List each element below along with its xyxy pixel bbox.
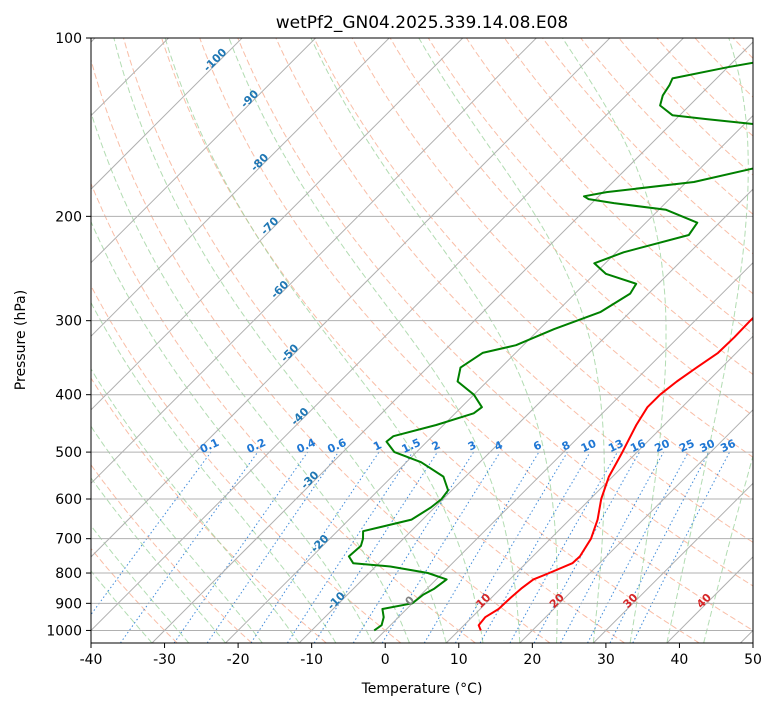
x-tick-label: 30 bbox=[597, 652, 615, 668]
mixing-ratio-line bbox=[173, 451, 309, 643]
dry-adiabat bbox=[275, 38, 753, 543]
mixing-ratio-line bbox=[286, 451, 414, 643]
isotherm-line bbox=[91, 38, 317, 264]
isotherm-line bbox=[91, 38, 464, 411]
x-tick-label: 50 bbox=[744, 652, 762, 668]
isotherm-line bbox=[91, 38, 611, 558]
isotherm-line bbox=[445, 335, 753, 643]
isotherm-line bbox=[519, 409, 753, 643]
temperature-profile-line bbox=[477, 316, 753, 631]
moist-adiabat bbox=[164, 38, 484, 643]
moist-adiabat bbox=[91, 477, 226, 643]
moist-adiabat bbox=[91, 570, 153, 643]
y-tick-label: 200 bbox=[55, 209, 82, 225]
moist-adiabat bbox=[562, 38, 667, 643]
mixing-ratio-label: 25 bbox=[677, 437, 696, 455]
mixing-ratio-label: 16 bbox=[628, 437, 648, 455]
y-tick-label: 500 bbox=[55, 445, 82, 461]
sounding-profiles bbox=[347, 61, 753, 632]
dry-adiabat bbox=[91, 464, 253, 643]
dry-adiabat bbox=[91, 57, 551, 643]
isotherm-line bbox=[91, 38, 243, 190]
isotherm-line bbox=[592, 482, 753, 643]
mixing-ratio-line bbox=[206, 451, 339, 643]
dry-adiabat bbox=[91, 182, 476, 643]
isotherm-line bbox=[225, 114, 753, 643]
dry-adiabat bbox=[161, 38, 700, 643]
isotherm-line bbox=[298, 188, 753, 643]
x-tick-label: -30 bbox=[153, 652, 176, 668]
moist-adiabat bbox=[91, 368, 300, 643]
isotherm-line bbox=[91, 38, 538, 485]
y-tick-label: 800 bbox=[55, 566, 82, 582]
dry-adiabat bbox=[351, 38, 753, 458]
x-tick-label: 20 bbox=[523, 652, 541, 668]
mixing-ratio-label: 36 bbox=[718, 437, 738, 455]
x-tick-label: 40 bbox=[671, 652, 689, 668]
y-axis-label: Pressure (hPa) bbox=[13, 290, 29, 390]
dewpoint-profile-line bbox=[347, 61, 753, 632]
x-tick-label: -40 bbox=[80, 652, 103, 668]
mixing-ratio-label: 10 bbox=[579, 437, 599, 455]
dry-adiabat bbox=[91, 547, 178, 643]
dry-adiabat bbox=[465, 38, 753, 335]
mixing-ratio-line bbox=[632, 451, 731, 643]
y-tick-label: 300 bbox=[55, 314, 82, 330]
mixing-ratio-line bbox=[509, 451, 618, 643]
mixing-ratio-label: 20 bbox=[653, 437, 673, 455]
mixing-ratio-label: 13 bbox=[606, 437, 625, 455]
mixing-ratio-line bbox=[533, 451, 640, 643]
x-tick-label: -10 bbox=[300, 652, 323, 668]
isotherm-line bbox=[91, 38, 390, 337]
mixing-ratio-line bbox=[560, 451, 665, 643]
dry-adiabat bbox=[313, 38, 753, 500]
moist-adiabat bbox=[91, 220, 374, 643]
moist-adiabat bbox=[91, 425, 263, 643]
plot-area: 0.1 0.2 0.4 0.6 1 1.5 2 3 4 6 8 10 13 16 20 25 30 36-100-… bbox=[91, 38, 753, 643]
plot-frame bbox=[90, 37, 754, 644]
x-tick-label: 10 bbox=[450, 652, 468, 668]
moist-adiabats bbox=[91, 38, 753, 643]
dry-adiabat bbox=[122, 38, 625, 643]
y-tick-label: 1000 bbox=[46, 623, 82, 639]
moist-adiabat bbox=[113, 38, 447, 643]
y-tick-label: 600 bbox=[55, 492, 82, 508]
chart-title: wetPf2_GN04.2025.339.14.08.E08 bbox=[276, 13, 568, 33]
x-tick-label: -20 bbox=[227, 652, 250, 668]
mixing-ratio-lines bbox=[91, 451, 731, 643]
dry-adiabat bbox=[91, 377, 327, 643]
mixing-ratio-line bbox=[250, 451, 380, 643]
x-tick-label: 0 bbox=[381, 652, 390, 668]
moist-adiabat bbox=[91, 524, 190, 643]
mixing-ratio-line bbox=[352, 451, 475, 643]
y-tick-label: 900 bbox=[55, 596, 82, 612]
isotherm-gridlines bbox=[91, 38, 753, 643]
isotherm-line bbox=[151, 41, 753, 643]
isotherm-line bbox=[372, 261, 753, 643]
moist-adiabat bbox=[310, 38, 558, 643]
moist-adiabat bbox=[228, 38, 521, 643]
mixing-ratio-line bbox=[91, 451, 212, 616]
mixing-ratio-label: 30 bbox=[698, 437, 718, 455]
moist-adiabat bbox=[91, 110, 410, 643]
moist-adiabat bbox=[91, 301, 337, 643]
dry-adiabats bbox=[91, 38, 753, 643]
y-tick-label: 700 bbox=[55, 532, 82, 548]
isobar-gridlines bbox=[91, 38, 753, 631]
isotherm-line bbox=[91, 38, 685, 632]
mixing-ratio-line bbox=[119, 451, 259, 643]
moist-adiabat bbox=[666, 38, 749, 643]
dry-adiabat bbox=[427, 38, 753, 376]
y-tick-label: 400 bbox=[55, 388, 82, 404]
mixing-ratio-line bbox=[381, 451, 501, 643]
y-axis-ticks: 100 200 300 400 500 600 700 800 900 1000 bbox=[46, 31, 91, 639]
y-tick-label: 100 bbox=[55, 31, 82, 47]
x-axis-label: Temperature (°C) bbox=[361, 681, 483, 697]
x-axis-ticks: -40 -30 -20 -10 0 10 20 30 40 50 bbox=[80, 643, 762, 668]
